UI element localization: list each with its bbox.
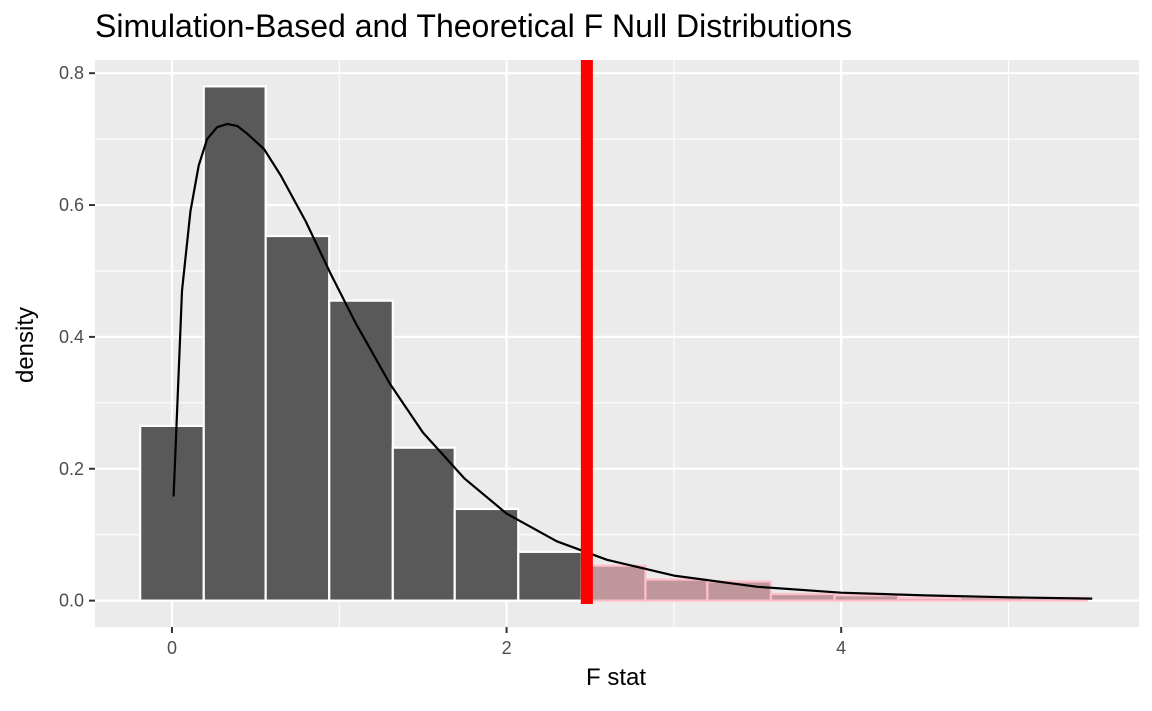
x-tick-label: 2	[502, 638, 512, 658]
y-tick-label: 0.0	[59, 591, 84, 611]
y-tick-label: 0.4	[59, 327, 84, 347]
histogram-bar	[453, 507, 520, 602]
histogram-bar	[391, 446, 456, 602]
x-axis-label: F stat	[585, 664, 647, 691]
chart-title: Simulation-Based and Theoretical F Null …	[95, 8, 853, 44]
histogram-bar	[264, 234, 331, 602]
histogram-bar-shaded	[769, 592, 836, 602]
histogram-bar	[328, 299, 394, 602]
theoretical-f-curve	[172, 122, 1093, 600]
histogram-bar	[139, 424, 205, 602]
histogram-bar-shaded	[644, 578, 709, 602]
x-tick-label: 0	[167, 638, 177, 658]
histogram-bar-shaded	[833, 594, 900, 602]
y-tick-label: 0.2	[59, 459, 84, 479]
y-tick-label: 0.6	[59, 195, 84, 215]
histogram-bar	[202, 85, 267, 602]
histogram-bar-shaded	[896, 596, 962, 602]
histogram-bar	[517, 550, 583, 602]
x-tick-label: 4	[836, 638, 846, 658]
y-tick-label: 0.8	[59, 63, 84, 83]
